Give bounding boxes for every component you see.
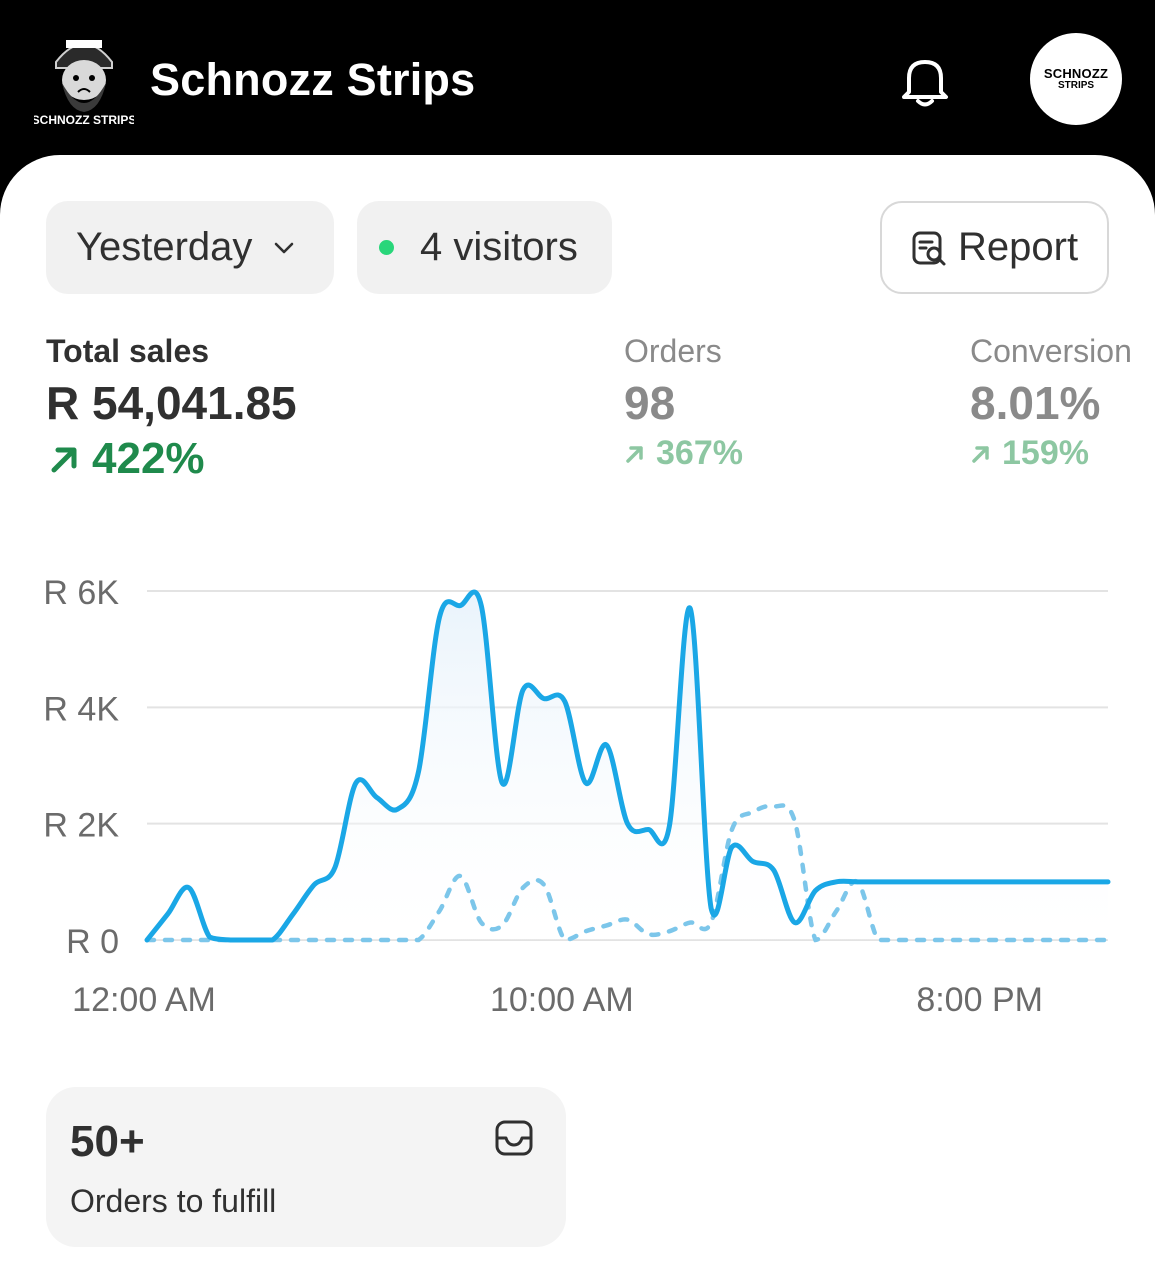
total-sales-value: R 54,041.85 xyxy=(46,377,297,429)
conversion-metric[interactable]: Conversion 8.01% 159% xyxy=(970,333,1132,473)
orders-metric[interactable]: Orders 98 367% xyxy=(624,333,743,473)
store-logo[interactable]: SCHNOZZ STRIPS xyxy=(34,28,134,128)
report-button[interactable]: Report xyxy=(880,201,1109,294)
total-sales-label: Total sales xyxy=(46,333,210,369)
orders-to-fulfill-card[interactable]: 50+ Orders to fulfill xyxy=(46,1087,566,1247)
avatar-line-2: STRIPS xyxy=(1057,80,1095,91)
store-avatar[interactable]: SCHNOZZ STRIPS xyxy=(1030,33,1122,125)
date-range-label: Yesterday xyxy=(76,225,253,269)
report-search-icon xyxy=(912,231,946,265)
conversion-delta-value: 159% xyxy=(1002,434,1089,472)
orders-to-fulfill-label: Orders to fulfill xyxy=(70,1183,277,1219)
top-app-bar: SCHNOZZ STRIPS Schnozz Strips SCHNOZZ ST… xyxy=(0,0,1155,160)
x-tick-label: 12:00 AM xyxy=(72,981,216,1019)
orders-to-fulfill-count: 50+ xyxy=(70,1117,145,1166)
report-label: Report xyxy=(958,225,1079,269)
live-status-dot xyxy=(379,240,394,255)
y-tick-label: R 6K xyxy=(43,574,119,612)
y-tick-label: R 4K xyxy=(43,690,119,728)
orders-delta: 367% xyxy=(624,434,743,473)
orders-delta-value: 367% xyxy=(656,434,743,472)
total-sales-metric[interactable]: Total sales R 54,041.85 422% xyxy=(46,333,297,484)
store-name: Schnozz Strips xyxy=(150,54,476,105)
total-sales-delta-value: 422% xyxy=(92,434,205,483)
orders-value: 98 xyxy=(624,377,676,429)
scroll-fade xyxy=(1138,300,1155,520)
x-tick-label: 10:00 AM xyxy=(490,981,634,1019)
sales-area-fill xyxy=(147,591,1108,940)
date-range-selector[interactable]: Yesterday xyxy=(46,201,334,294)
notifications-bell-icon[interactable] xyxy=(893,48,957,112)
arrow-up-right-icon xyxy=(972,445,989,463)
live-visitors-pill[interactable]: 4 visitors xyxy=(357,201,612,294)
comparison-series-line xyxy=(144,803,1111,943)
conversion-delta: 159% xyxy=(970,434,1132,473)
logo-caption: SCHNOZZ STRIPS xyxy=(34,113,134,127)
conversion-label: Conversion xyxy=(970,333,1132,369)
avatar-line-1: SCHNOZZ xyxy=(1043,66,1109,81)
arrow-up-right-icon xyxy=(51,447,77,473)
y-tick-label: R 0 xyxy=(66,923,119,961)
inbox-icon xyxy=(495,1120,533,1156)
x-tick-label: 8:00 PM xyxy=(916,981,1043,1019)
visitors-count: 4 visitors xyxy=(420,225,578,269)
y-tick-label: R 2K xyxy=(43,807,119,845)
chevron-down-icon xyxy=(275,242,294,253)
conversion-value: 8.01% xyxy=(970,377,1101,429)
sales-series-line xyxy=(144,589,1111,943)
orders-label: Orders xyxy=(624,333,722,369)
arrow-up-right-icon xyxy=(626,445,643,463)
sales-over-time-chart[interactable]: R 0 R 2K R 4K R 6K 12:00 AM 10:00 AM 8:00 PM xyxy=(0,560,1155,1040)
total-sales-delta: 422% xyxy=(46,434,297,484)
